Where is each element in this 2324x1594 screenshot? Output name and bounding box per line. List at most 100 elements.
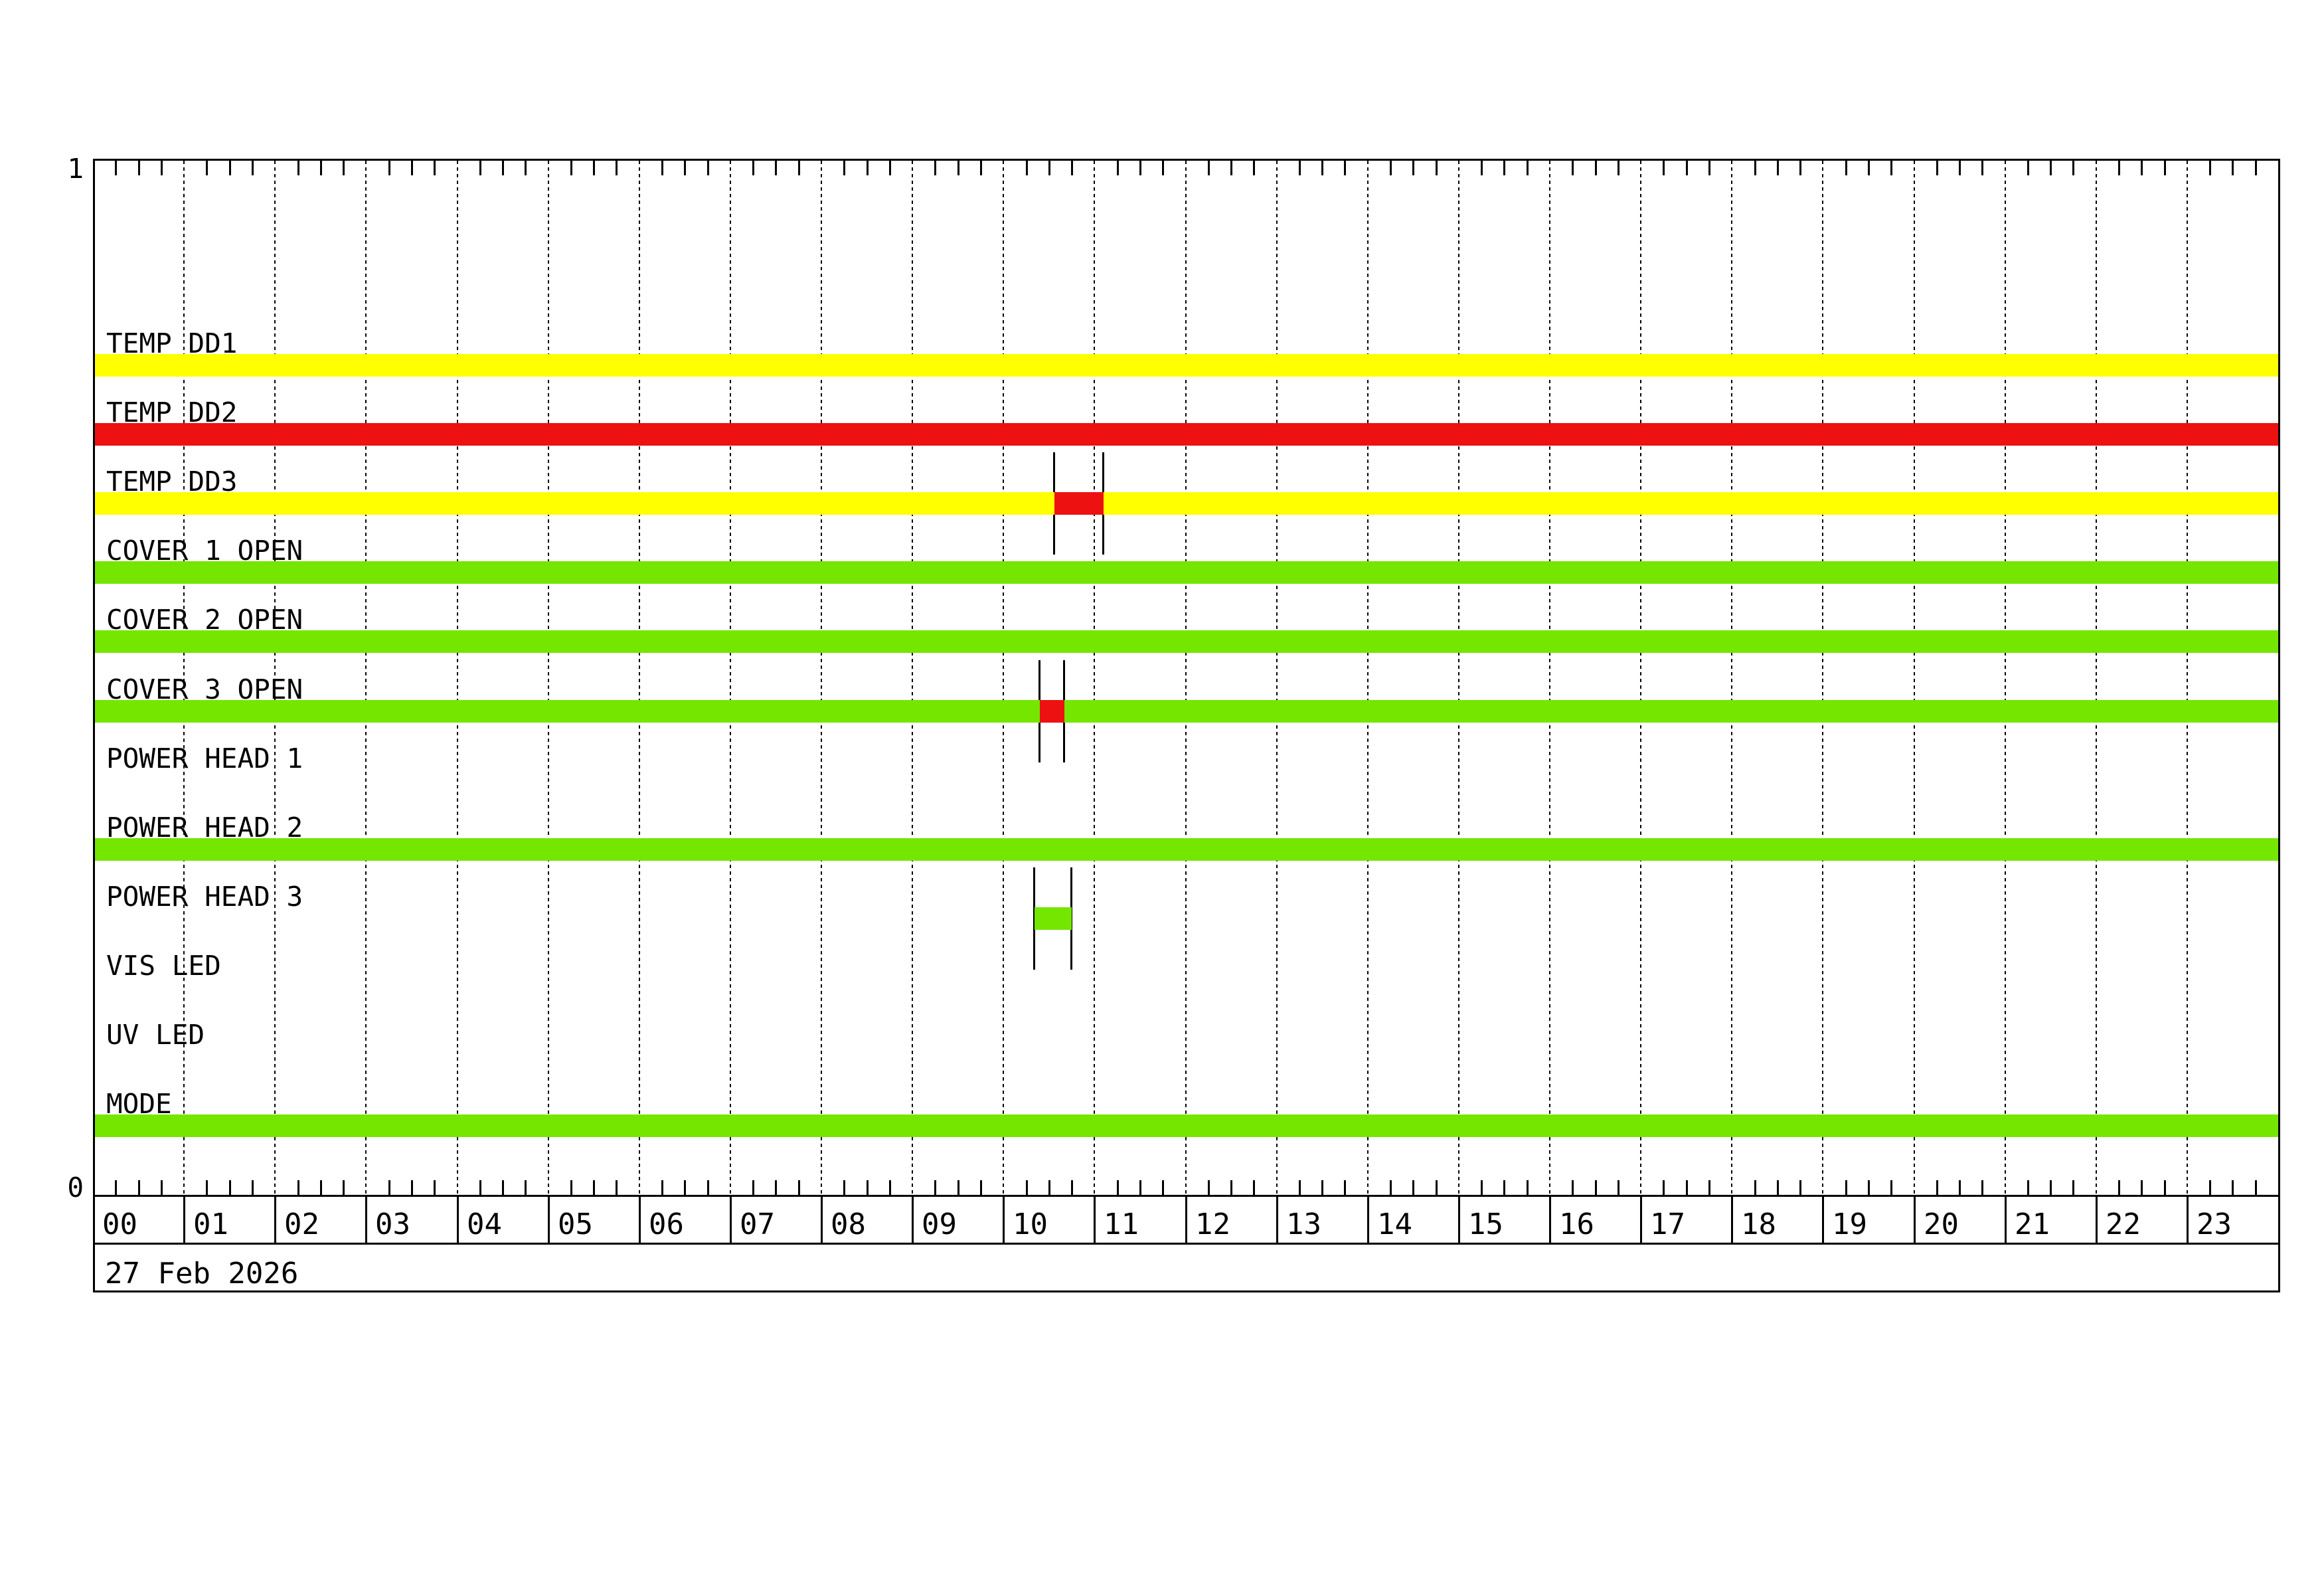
minor-tick-bottom — [1868, 1180, 1870, 1195]
minor-tick-bottom — [2164, 1180, 2166, 1195]
minor-tick-top — [2141, 161, 2143, 175]
minor-tick-top — [684, 161, 686, 175]
hour-label: 23 — [2197, 1207, 2232, 1241]
gridline-hour-10 — [1003, 161, 1004, 1195]
minor-tick-bottom — [889, 1180, 891, 1195]
hour-label: 10 — [1013, 1207, 1048, 1241]
minor-tick-top — [1527, 161, 1529, 175]
minor-tick-bottom — [616, 1180, 618, 1195]
gridline-hour-09 — [912, 161, 913, 1195]
hour-label: 19 — [1832, 1207, 1867, 1241]
hour-label: 01 — [193, 1207, 228, 1241]
minor-tick-bottom — [934, 1180, 936, 1195]
hour-label: 14 — [1377, 1207, 1412, 1241]
minor-tick-top — [138, 161, 140, 175]
minor-tick-top — [1754, 161, 1756, 175]
minor-tick-bottom — [867, 1180, 869, 1195]
status-bar — [93, 492, 2278, 515]
date-box-bottom-line — [93, 1290, 2280, 1292]
minor-tick-top — [343, 161, 345, 175]
minor-tick-top — [707, 161, 709, 175]
y-axis-bottom-label: 0 — [67, 1172, 84, 1203]
minor-tick-top — [1481, 161, 1483, 175]
hour-label: 15 — [1468, 1207, 1503, 1241]
hour-divider — [730, 1195, 732, 1243]
gridline-hour-17 — [1640, 161, 1641, 1195]
hour-label: 06 — [649, 1207, 684, 1241]
minor-tick-bottom — [1208, 1180, 1210, 1195]
gridline-hour-19 — [1822, 161, 1823, 1195]
minor-tick-top — [502, 161, 504, 175]
minor-tick-top — [1595, 161, 1597, 175]
minor-tick-bottom — [1299, 1180, 1301, 1195]
minor-tick-top — [1321, 161, 1323, 175]
minor-tick-top — [2164, 161, 2166, 175]
hour-divider — [274, 1195, 276, 1243]
minor-tick-bottom — [1595, 1180, 1597, 1195]
hour-label: 02 — [284, 1207, 319, 1241]
minor-tick-bottom — [252, 1180, 254, 1195]
minor-tick-bottom — [1048, 1180, 1050, 1195]
minor-tick-bottom — [1321, 1180, 1323, 1195]
plot-border-left — [93, 159, 95, 1292]
minor-tick-bottom — [434, 1180, 436, 1195]
minor-tick-top — [2072, 161, 2074, 175]
minor-tick-top — [1868, 161, 1870, 175]
minor-tick-bottom — [957, 1180, 959, 1195]
minor-tick-top — [1390, 161, 1392, 175]
minor-tick-top — [2255, 161, 2257, 175]
minor-tick-top — [479, 161, 481, 175]
minor-tick-top — [1253, 161, 1255, 175]
row-label: POWER HEAD 3 — [106, 881, 303, 913]
minor-tick-bottom — [2255, 1180, 2257, 1195]
hour-divider — [2005, 1195, 2007, 1243]
y-axis-top-label: 1 — [67, 153, 84, 185]
event-segment — [1035, 907, 1072, 930]
minor-tick-top — [2232, 161, 2234, 175]
minor-tick-bottom — [798, 1180, 800, 1195]
minor-tick-top — [1686, 161, 1688, 175]
minor-tick-bottom — [661, 1180, 663, 1195]
gridline-hour-02 — [274, 161, 276, 1195]
status-bar — [93, 354, 2278, 377]
row-label: UV LED — [106, 1019, 205, 1051]
gridline-hour-03 — [365, 161, 367, 1195]
minor-tick-bottom — [525, 1180, 527, 1195]
minor-tick-top — [1708, 161, 1710, 175]
minor-tick-bottom — [1936, 1180, 1938, 1195]
hour-divider — [1458, 1195, 1460, 1243]
hour-divider — [1549, 1195, 1551, 1243]
gridline-hour-04 — [457, 161, 458, 1195]
minor-tick-top — [229, 161, 231, 175]
hour-divider — [639, 1195, 641, 1243]
minor-tick-top — [320, 161, 322, 175]
minor-tick-bottom — [1754, 1180, 1756, 1195]
hour-divider — [821, 1195, 823, 1243]
minor-tick-top — [2050, 161, 2052, 175]
hour-label: 13 — [1286, 1207, 1321, 1241]
hour-label: 20 — [1924, 1207, 1959, 1241]
minor-tick-bottom — [570, 1180, 572, 1195]
minor-tick-bottom — [2050, 1180, 2052, 1195]
minor-tick-bottom — [2027, 1180, 2029, 1195]
gridline-hour-18 — [1731, 161, 1732, 1195]
minor-tick-bottom — [2141, 1180, 2143, 1195]
gridline-hour-22 — [2096, 161, 2097, 1195]
minor-tick-bottom — [1618, 1180, 1619, 1195]
plot-border-right — [2278, 159, 2280, 1292]
hour-divider — [1640, 1195, 1642, 1243]
minor-tick-bottom — [775, 1180, 777, 1195]
gridline-hour-06 — [639, 161, 640, 1195]
gridline-hour-23 — [2187, 161, 2188, 1195]
hour-label: 22 — [2106, 1207, 2141, 1241]
minor-tick-top — [1890, 161, 1892, 175]
minor-tick-bottom — [206, 1180, 208, 1195]
minor-tick-bottom — [115, 1180, 117, 1195]
minor-tick-top — [411, 161, 413, 175]
minor-tick-bottom — [1503, 1180, 1505, 1195]
minor-tick-bottom — [1390, 1180, 1392, 1195]
minor-tick-bottom — [320, 1180, 322, 1195]
minor-tick-top — [1230, 161, 1232, 175]
minor-tick-top — [934, 161, 936, 175]
